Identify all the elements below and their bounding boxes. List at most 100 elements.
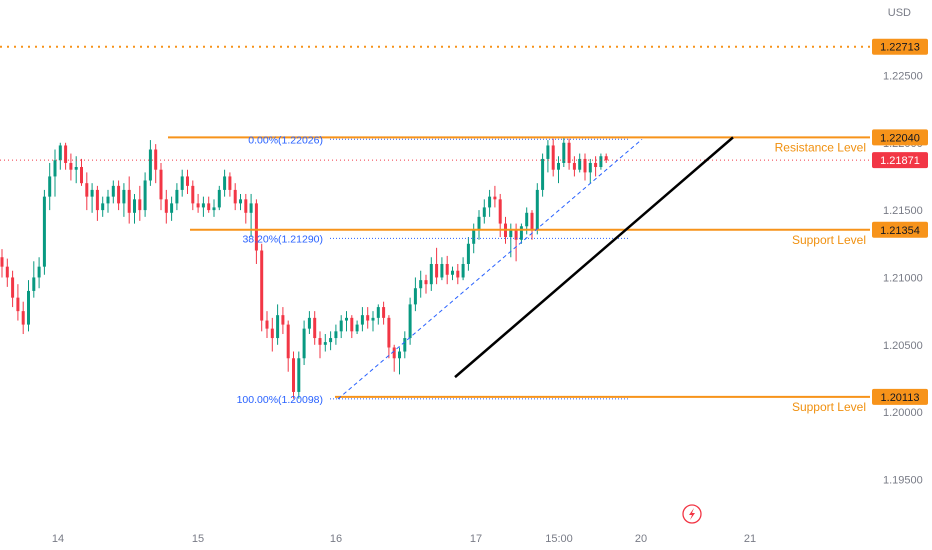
candle-body: [551, 145, 555, 170]
candle: [42, 189, 46, 275]
candle: [302, 320, 306, 365]
candle: [95, 185, 99, 221]
candle: [217, 185, 221, 211]
candle: [355, 320, 359, 335]
x-tick-label: 15: [192, 533, 204, 545]
candle-body: [80, 167, 83, 184]
price-axis[interactable]: 1.225001.220001.215001.210001.205001.200…: [883, 70, 923, 486]
candle-body: [265, 320, 269, 329]
candle: [260, 243, 264, 332]
candle-body: [424, 280, 428, 285]
candle-body: [588, 162, 592, 173]
candle: [212, 199, 216, 217]
candle: [530, 210, 534, 240]
candle: [265, 311, 269, 339]
candle-body: [191, 185, 195, 204]
candle: [101, 196, 105, 217]
candle: [456, 263, 460, 285]
candle: [307, 311, 311, 335]
candle-body: [387, 317, 391, 348]
candle: [133, 193, 136, 224]
candle: [350, 315, 354, 339]
candle-body: [567, 142, 571, 163]
candle: [154, 144, 158, 184]
candle: [170, 196, 174, 221]
candle-body: [334, 331, 338, 339]
candle: [281, 307, 285, 335]
candle-body: [509, 230, 513, 238]
candle-body: [456, 270, 460, 278]
time-axis[interactable]: 14 15 16 17 15:00 20 21: [52, 533, 756, 545]
candle-body: [382, 307, 386, 318]
candle-body: [594, 162, 598, 168]
candle: [191, 180, 195, 211]
candle: [233, 183, 237, 211]
ascending-trendline[interactable]: [454, 136, 734, 379]
candle: [186, 169, 189, 194]
candle: [392, 344, 396, 372]
candle-body: [578, 158, 582, 170]
candle-body: [95, 189, 99, 211]
candle-body: [604, 156, 608, 161]
candle: [244, 193, 248, 224]
y-tick-label: 1.19500: [883, 474, 923, 486]
candle-body: [323, 342, 327, 345]
candle: [5, 258, 9, 287]
candle: [127, 176, 131, 224]
x-tick-label: 14: [52, 533, 64, 545]
candle: [58, 142, 62, 170]
y-tick-label: 1.22500: [883, 70, 923, 82]
candle: [398, 347, 401, 375]
candle-body: [228, 176, 232, 190]
candle-body: [233, 189, 237, 204]
candle-body: [106, 196, 110, 204]
candle: [297, 351, 301, 399]
candle: [387, 315, 391, 359]
price-tag: 1.22713: [872, 38, 928, 55]
candle-body: [413, 288, 417, 305]
candle-body: [27, 290, 30, 325]
price-tag: 1.21354: [872, 221, 928, 238]
candle-body: [143, 180, 147, 211]
candle-body: [493, 196, 497, 200]
price-tag-label: 1.21871: [880, 155, 920, 167]
candle-body: [101, 203, 105, 211]
candle: [376, 304, 380, 325]
fib-label-0: 0.00%(1.22026): [248, 134, 323, 146]
x-tick-label: 16: [330, 533, 342, 545]
candle: [21, 301, 25, 335]
candle: [339, 315, 343, 339]
candle: [228, 172, 232, 197]
candle-body: [64, 145, 68, 163]
candle: [403, 331, 407, 359]
candle-body: [196, 203, 200, 208]
candle-body: [74, 167, 78, 170]
candle: [477, 210, 481, 240]
candle-body: [217, 189, 221, 208]
candle-body: [583, 158, 587, 173]
candle-body: [355, 324, 359, 332]
candle-body: [122, 189, 126, 204]
x-tick-label: 21: [744, 533, 756, 545]
candle: [143, 172, 147, 217]
support-level-label-1: Support Level: [792, 233, 866, 247]
price-tag-bg: [872, 152, 928, 169]
lightning-icon[interactable]: [682, 504, 702, 524]
candle-body: [339, 320, 343, 332]
candle-body: [186, 176, 189, 186]
candle-body: [360, 315, 364, 325]
candle-body: [170, 203, 174, 213]
candle: [201, 196, 205, 217]
candle-body: [133, 199, 136, 213]
candle: [451, 266, 454, 281]
candle: [80, 158, 83, 186]
candle-body: [318, 338, 322, 345]
candle: [583, 153, 587, 181]
candle-body: [21, 311, 25, 325]
candle: [175, 183, 179, 211]
candle: [37, 257, 41, 289]
candle-body: [345, 317, 348, 321]
candle: [48, 162, 52, 211]
candle-body: [260, 250, 264, 321]
